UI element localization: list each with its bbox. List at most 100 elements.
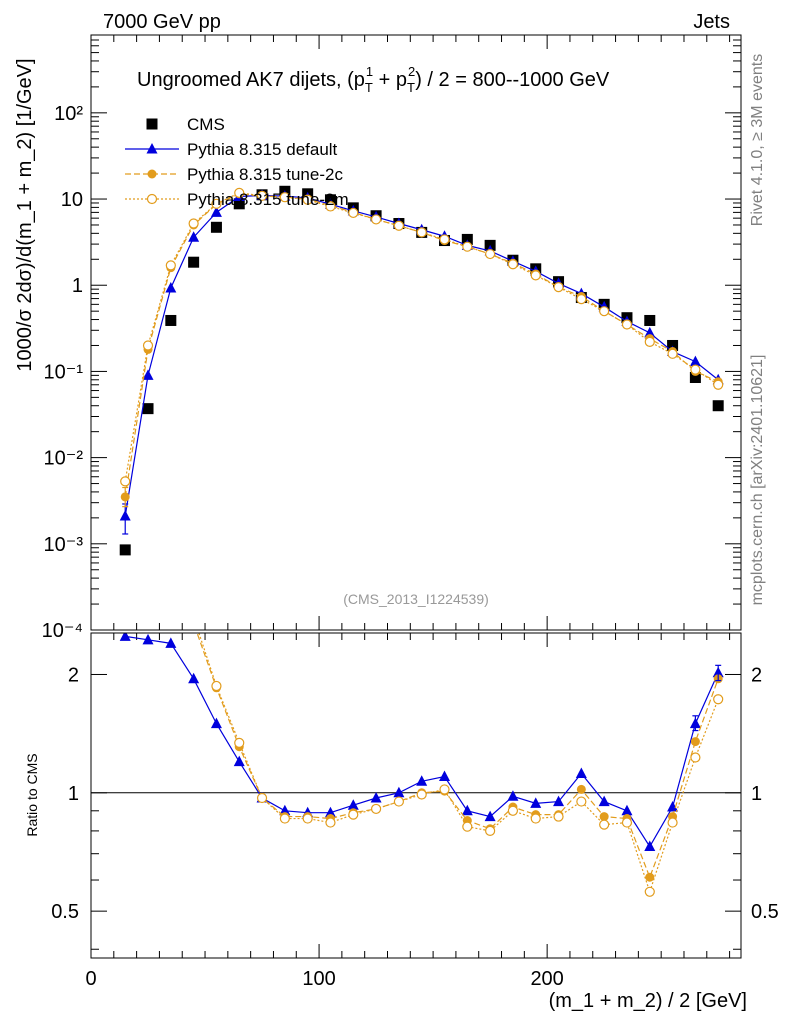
- data-point-pythia-8-315-tune-2m: [485, 248, 496, 260]
- data-point-cms: [188, 256, 200, 268]
- series-line-pythia-8-315-tune-2m: [124, 192, 719, 482]
- header-collider: 7000 GeV pp: [103, 11, 221, 33]
- data-point-pythia-8-315-tune-2m: [302, 813, 313, 824]
- data-point-cms: [689, 372, 701, 384]
- data-point-pythia-8-315-tune-2m: [530, 813, 541, 824]
- data-point-pythia-8-315-tune-2m: [713, 694, 724, 705]
- title-sub-2: T: [407, 80, 415, 95]
- data-point-cms: [233, 198, 245, 210]
- data-point-pythia-8-315-tune-2m: [302, 194, 313, 205]
- data-point-pythia-8-315-tune-2m: [188, 218, 199, 229]
- main-y-tick-label: 10⁻⁴: [42, 620, 83, 642]
- ratio-y-tick-label: 1: [68, 783, 79, 805]
- data-point-cms: [644, 314, 656, 326]
- data-point-pythia-8-315-tune-2m: [530, 270, 541, 281]
- data-point-pythia-8-315-tune-2c: [599, 812, 609, 822]
- data-point-pythia-8-315-default: [553, 795, 565, 807]
- legend-label: Pythia 8.315 tune-2m: [187, 190, 349, 209]
- ratio-plot-frame: [90, 632, 742, 959]
- x-tick-label: 200: [530, 968, 563, 990]
- analysis-id-label: (CMS_2013_I1224539): [343, 591, 489, 607]
- data-point-pythia-8-315-tune-2m: [416, 789, 427, 800]
- main-y-tick-label: 10: [61, 189, 83, 211]
- data-point-pythia-8-315-default: [644, 840, 656, 852]
- legend-item-pythia-8-315-tune-2m: Pythia 8.315 tune-2m: [125, 190, 349, 209]
- data-point-pythia-8-315-tune-2m: [599, 306, 610, 317]
- data-point-pythia-8-315-default: [210, 717, 222, 729]
- data-point-pythia-8-315-tune-2m: [553, 811, 564, 822]
- data-point-pythia-8-315-tune-2m: [234, 187, 245, 198]
- data-point-pythia-8-315-default: [165, 637, 177, 648]
- data-point-pythia-8-315-tune-2m: [507, 259, 519, 270]
- series-pythia-8-315-tune-2m: [198, 633, 724, 897]
- data-point-pythia-8-315-default: [165, 281, 177, 293]
- data-point-pythia-8-315-tune-2m: [667, 348, 678, 359]
- x-tick-label: 0: [85, 968, 96, 990]
- main-y-tick-label: 1: [72, 275, 83, 297]
- data-point-pythia-8-315-tune-2m: [485, 825, 496, 837]
- data-point-pythia-8-315-default: [598, 795, 610, 807]
- data-point-pythia-8-315-tune-2m: [599, 819, 610, 830]
- series-pythia-8-315-tune-2m: [120, 187, 724, 487]
- data-point-pythia-8-315-tune-2m: [120, 476, 131, 487]
- x-tick-label: 100: [302, 968, 335, 990]
- data-point-pythia-8-315-tune-2m: [165, 260, 176, 271]
- data-point-pythia-8-315-tune-2m: [507, 805, 519, 816]
- data-point-pythia-8-315-tune-2m: [256, 792, 268, 804]
- data-point-pythia-8-315-tune-2m: [279, 813, 290, 824]
- main-y-axis-label: 1000/σ 2dσ)/d(m_1 + m_2) [1/GeV]: [14, 58, 36, 371]
- data-point-pythia-8-315-default: [461, 804, 473, 816]
- main-plot-panel: 10⁻⁴ 10⁻³ 10⁻² 10⁻¹ 1 10 10²: [42, 34, 742, 642]
- rivet-version-label: Rivet 4.1.0, ≥ 3M events: [749, 54, 766, 226]
- data-point-pythia-8-315-tune-2m: [256, 190, 268, 201]
- mcplots-label: mcplots.cern.ch [arXiv:2401.10621]: [749, 355, 766, 606]
- data-point-pythia-8-315-default: [279, 804, 291, 816]
- legend-marker: [147, 169, 157, 179]
- data-point-pythia-8-315-default: [233, 755, 245, 767]
- ratio-y-axis-label: Ratio to CMS: [24, 753, 40, 836]
- data-point-pythia-8-315-tune-2m: [690, 364, 701, 375]
- data-point-pythia-8-315-tune-2m: [576, 796, 587, 807]
- data-point-pythia-8-315-tune-2m: [279, 192, 290, 203]
- data-point-pythia-8-315-tune-2m: [142, 340, 154, 351]
- data-point-pythia-8-315-tune-2m: [416, 227, 427, 238]
- legend-item-cms: CMS: [146, 115, 225, 134]
- legend-item-pythia-8-315-default: Pythia 8.315 default: [125, 140, 338, 159]
- legend-item-pythia-8-315-tune-2c: Pythia 8.315 tune-2c: [125, 165, 343, 184]
- data-point-pythia-8-315-tune-2m: [370, 803, 382, 815]
- data-point-cms: [667, 339, 679, 351]
- data-point-pythia-8-315-tune-2m: [211, 198, 222, 209]
- title-part-c: ) / 2 = 800--1000 GeV: [415, 69, 610, 91]
- data-point-pythia-8-315-default: [689, 355, 701, 367]
- data-point-pythia-8-315-default: [210, 206, 222, 217]
- data-point-pythia-8-315-default: [324, 806, 336, 818]
- data-point-pythia-8-315-tune-2m: [439, 234, 450, 245]
- data-point-pythia-8-315-tune-2m: [325, 817, 336, 828]
- ratio-y-tick-label-right: 2: [751, 664, 762, 686]
- main-y-tick-label: 10⁻³: [44, 534, 84, 556]
- data-point-pythia-8-315-default: [393, 786, 405, 798]
- data-point-pythia-8-315-default: [188, 231, 200, 242]
- title-sub-1: T: [365, 80, 373, 95]
- data-point-pythia-8-315-tune-2m: [690, 752, 701, 763]
- data-point-pythia-8-315-default: [347, 799, 359, 810]
- data-point-pythia-8-315-tune-2m: [234, 737, 245, 748]
- data-point-pythia-8-315-default: [188, 672, 200, 684]
- ratio-plot-panel: 0.5 0.5 1 1 2 2 0 100 200: [51, 632, 779, 990]
- main-y-tick-label: 10²: [54, 103, 83, 125]
- data-point-pythia-8-315-default: [439, 770, 451, 782]
- data-point-pythia-8-315-tune-2c: [690, 737, 700, 747]
- ratio-y-tick-label: 2: [68, 664, 79, 686]
- data-point-pythia-8-315-default: [370, 792, 382, 803]
- legend-marker: [146, 193, 158, 205]
- data-point-pythia-8-315-tune-2c: [576, 784, 586, 794]
- legend-marker: [146, 143, 158, 154]
- ratio-axis-ticks: 0.5 0.5 1 1 2 2 0 100 200: [51, 633, 779, 990]
- data-point-pythia-8-315-tune-2m: [644, 886, 655, 897]
- main-y-tick-label: 10⁻²: [44, 448, 84, 470]
- data-point-pythia-8-315-default: [484, 810, 496, 822]
- legend-label: Pythia 8.315 tune-2c: [187, 165, 343, 184]
- data-point-cms: [210, 221, 222, 233]
- data-point-pythia-8-315-tune-2m: [393, 220, 404, 231]
